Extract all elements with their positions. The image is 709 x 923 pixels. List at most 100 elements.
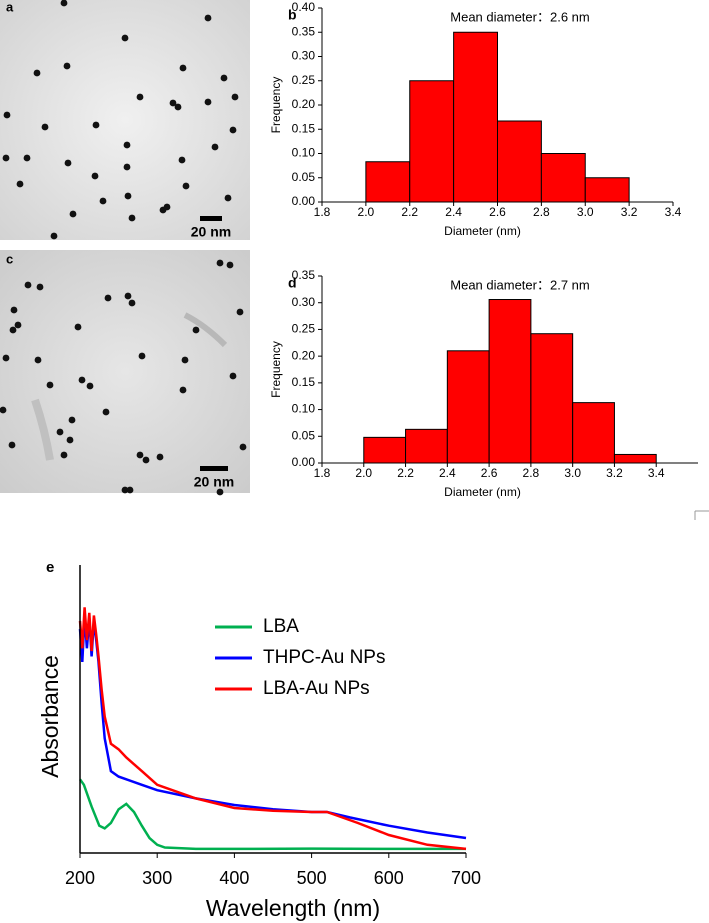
- bar: [365, 161, 411, 203]
- nanoparticle: [0, 406, 7, 414]
- x-tick-label: 600: [374, 868, 404, 888]
- x-axis-label: Wavelength (nm): [206, 895, 380, 921]
- nanoparticle: [136, 93, 144, 101]
- bar: [363, 436, 407, 464]
- nanoparticle: [91, 172, 99, 180]
- nanoparticle: [128, 214, 136, 222]
- panel-label: e: [46, 559, 54, 576]
- annotation: Mean diameter：2.7 nm: [450, 277, 589, 292]
- scale-bar: [200, 216, 222, 221]
- bar: [530, 333, 574, 464]
- y-tick-label: 0.05: [292, 170, 316, 184]
- y-tick-label: 0.00: [292, 455, 316, 469]
- nanoparticle: [56, 428, 64, 436]
- nanoparticle: [163, 203, 171, 211]
- legend-label: LBA: [263, 616, 299, 637]
- nanoparticle: [169, 99, 177, 107]
- nanoparticle: [2, 154, 10, 162]
- x-axis-label: Diameter (nm): [444, 485, 521, 499]
- nanoparticle: [220, 74, 228, 82]
- panel-label: d: [288, 275, 297, 291]
- x-tick-label: 2.0: [355, 466, 372, 480]
- nanoparticle: [229, 372, 237, 380]
- panel-label: b: [288, 7, 297, 23]
- y-tick-label: 0.25: [292, 322, 316, 336]
- nanoparticle: [50, 232, 58, 240]
- y-tick-label: 0.30: [292, 295, 316, 309]
- y-axis-label: Absorbance: [37, 655, 63, 778]
- nanoparticle: [231, 93, 239, 101]
- y-tick-label: 0.10: [292, 146, 316, 160]
- nanoparticle: [64, 159, 72, 167]
- nanoparticle: [226, 261, 234, 269]
- nanoparticle: [236, 308, 244, 316]
- bar: [584, 177, 630, 203]
- charts: 0.00 0.05 0.10 0.15 0.20 0.25 0.30 0.35 0.40 1.8 2…: [37, 0, 698, 921]
- x-tick-label: 3.4: [648, 466, 665, 480]
- nanoparticle: [104, 294, 112, 302]
- y-tick-label: 0.20: [292, 348, 316, 362]
- legend-label: LBA-Au NPs: [263, 678, 370, 699]
- line-series: [78, 607, 467, 851]
- nanoparticle: [14, 321, 22, 329]
- nanoparticle: [68, 416, 76, 424]
- bar: [488, 299, 532, 464]
- nanoparticle: [2, 354, 10, 362]
- nanoparticle: [10, 306, 18, 314]
- nanoparticle: [182, 182, 190, 190]
- y-tick-label: 0.15: [292, 375, 316, 389]
- x-axis-label: Diameter (nm): [444, 224, 521, 238]
- bar: [613, 453, 657, 464]
- bar: [497, 120, 542, 203]
- tem-artifact: [31, 398, 54, 461]
- tem-artifact: [183, 312, 228, 348]
- nanoparticle: [92, 121, 100, 129]
- x-tick-label: 3.2: [606, 466, 623, 480]
- nanoparticle: [102, 408, 110, 416]
- bar: [409, 80, 455, 203]
- y-tick-label: 0.15: [292, 121, 316, 135]
- scale-bar: [200, 466, 228, 471]
- bar: [540, 153, 586, 203]
- nanoparticle: [124, 292, 132, 300]
- x-tick-label: 1.8: [314, 466, 331, 480]
- x-tick-label: 200: [65, 868, 95, 888]
- y-tick-label: 0.25: [292, 73, 316, 87]
- nanoparticle: [60, 451, 68, 459]
- nanoparticle: [124, 192, 132, 200]
- nanoparticle: [34, 356, 42, 364]
- nanoparticle: [181, 356, 189, 364]
- nanoparticle: [36, 283, 44, 291]
- nanoparticle: [41, 123, 49, 131]
- panel-label: c: [6, 251, 13, 266]
- y-axis-label: Frequency: [269, 341, 283, 398]
- bar: [453, 31, 498, 203]
- y-tick-label: 0.35: [292, 268, 316, 282]
- nanoparticle: [60, 0, 68, 7]
- nanoparticles: [0, 0, 247, 496]
- nanoparticle: [239, 443, 247, 451]
- nanoparticle: [192, 326, 200, 334]
- annotation: Mean diameter：2.6 nm: [450, 9, 589, 24]
- x-tick-label: 2.0: [358, 205, 375, 219]
- nanoparticle: [66, 436, 74, 444]
- x-tick-label: 3.0: [577, 205, 594, 219]
- x-tick-label: 700: [451, 868, 481, 888]
- nanoparticle: [156, 453, 164, 461]
- y-tick-label: 0.20: [292, 97, 316, 111]
- nanoparticle: [63, 62, 71, 70]
- nanoparticle: [3, 111, 11, 119]
- legend-label: THPC-Au NPs: [263, 647, 385, 668]
- x-tick-label: 2.4: [439, 466, 456, 480]
- nanoparticle: [179, 64, 187, 72]
- nanoparticle: [138, 352, 146, 360]
- x-tick-label: 2.2: [401, 205, 418, 219]
- nanoparticle: [46, 381, 54, 389]
- x-tick-label: 1.8: [314, 205, 331, 219]
- nanoparticle: [136, 451, 144, 459]
- nanoparticle: [33, 69, 41, 77]
- x-tick-label: 2.6: [489, 205, 506, 219]
- x-tick-label: 3.0: [564, 466, 581, 480]
- x-tick-label: 2.4: [445, 205, 462, 219]
